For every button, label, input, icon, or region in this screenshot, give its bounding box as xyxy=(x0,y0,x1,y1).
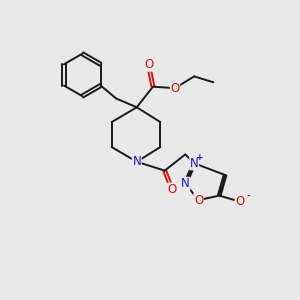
Text: N: N xyxy=(181,177,190,190)
Text: O: O xyxy=(235,195,244,208)
Text: N: N xyxy=(190,157,199,170)
Text: -: - xyxy=(246,192,250,201)
Text: O: O xyxy=(170,82,180,95)
Text: O: O xyxy=(194,194,203,207)
Text: O: O xyxy=(167,183,177,196)
Text: O: O xyxy=(144,58,153,71)
Text: N: N xyxy=(132,155,141,168)
Text: +: + xyxy=(196,153,204,162)
